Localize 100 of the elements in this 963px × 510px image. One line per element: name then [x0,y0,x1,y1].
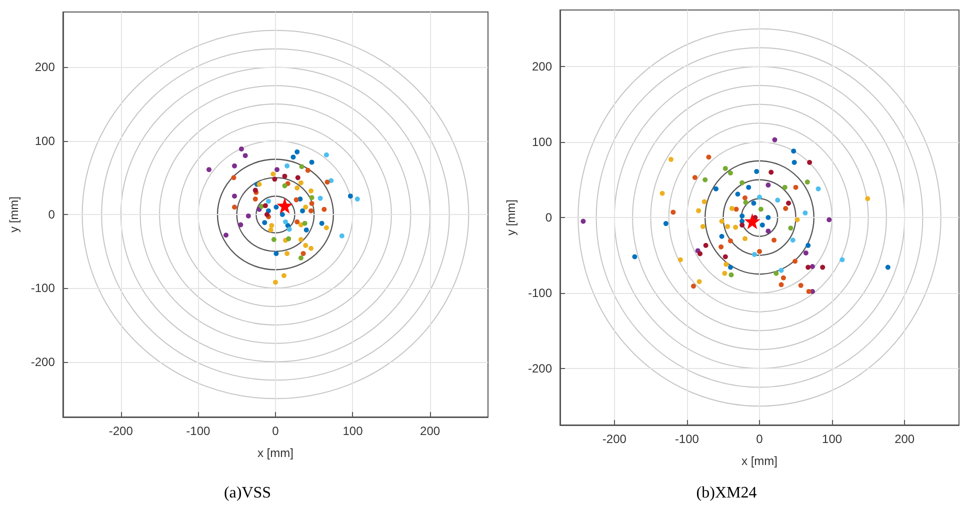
point [300,251,306,256]
x-tick-label: -100 [186,424,210,438]
point [276,198,293,214]
point [780,275,786,280]
point [319,220,324,226]
point [268,227,274,232]
point [806,264,811,270]
x-tick-label: -100 [674,432,700,446]
point [324,180,330,185]
point [807,160,812,165]
point [804,180,810,185]
point [274,167,280,172]
point [725,224,730,230]
point [298,237,304,242]
point [768,170,774,175]
point [280,212,285,217]
point [274,251,279,256]
point [778,282,784,288]
x-tick-label: 200 [894,432,915,446]
point [660,190,665,196]
point [792,258,798,264]
point [792,160,797,165]
point [272,176,278,182]
y-axis-title: y [mm] [504,200,518,236]
point [783,206,788,211]
point [775,198,780,203]
point [793,184,798,190]
point [757,248,762,254]
point [232,163,237,168]
point [778,268,784,273]
point [752,252,757,257]
point [224,232,228,238]
point [798,282,804,288]
point [308,246,314,251]
y-tick-label: 0 [545,210,552,224]
point [324,225,329,230]
point [283,219,288,224]
point [728,238,733,244]
point [791,148,796,154]
x-tick-label: 0 [272,424,280,438]
point [700,224,706,230]
point [718,244,724,250]
point [719,218,724,224]
point [758,206,764,212]
point [252,196,258,202]
y-tick-label: -100 [528,286,552,300]
point [282,183,288,188]
y-tick-label: 200 [34,60,56,74]
point [284,163,290,168]
point [309,160,314,165]
point [698,251,703,256]
point [740,180,745,186]
point [670,210,676,215]
point [733,224,738,230]
point [308,208,314,214]
point [746,184,752,190]
point [766,182,771,188]
x-tick-label: 0 [756,432,764,446]
point [760,222,765,228]
point [238,222,244,228]
point [774,270,779,276]
point [354,196,360,202]
point [308,188,314,194]
point [580,218,586,224]
y-axis-title: y [mm] [7,196,21,232]
point [298,180,304,186]
point [713,186,718,192]
point [242,153,248,158]
point [740,213,745,218]
x-tick-label: 200 [420,424,440,438]
point [668,156,674,162]
point [742,195,748,200]
point [232,194,237,199]
point [274,204,279,210]
x-tick-label: 100 [342,424,364,438]
point [820,264,826,270]
point [271,237,276,242]
point [318,196,323,201]
x-axis-title: x [mm] [257,446,294,460]
point [264,212,270,217]
point [300,208,306,214]
point [840,257,845,262]
point [706,154,712,160]
point [282,174,288,179]
point [295,175,300,180]
point [743,200,748,205]
point [256,182,262,187]
point [298,222,304,228]
y-tick-label: -200 [528,361,552,376]
point [734,206,739,212]
point [702,177,708,182]
point [690,284,696,289]
point [766,215,771,220]
y-tick-label: -200 [30,354,56,369]
point [757,194,762,200]
point [206,167,212,172]
point [806,288,812,294]
point [696,208,702,214]
point [724,262,729,267]
point [281,273,286,278]
